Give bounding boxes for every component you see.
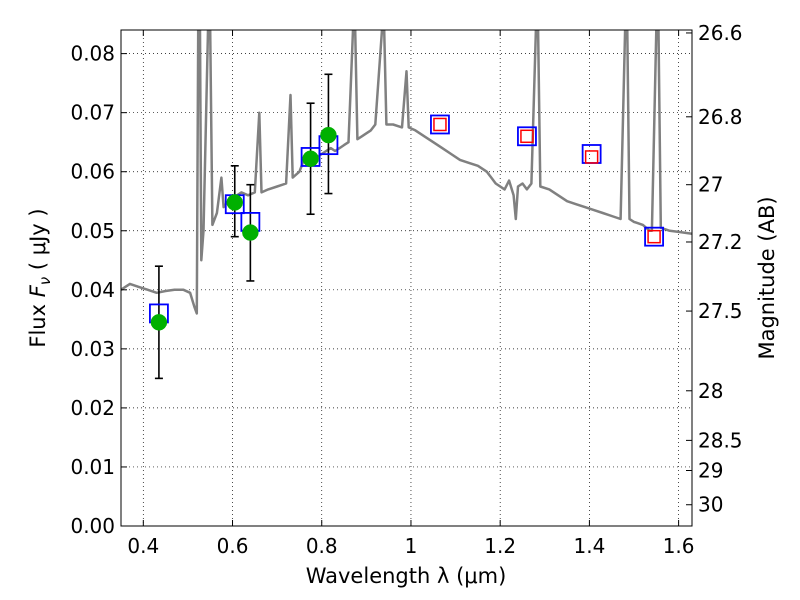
y-tick-label: 0.00 — [70, 514, 115, 538]
y-axis-label-units: ( μJy ) — [26, 208, 50, 276]
y-tick-label: 0.06 — [70, 160, 115, 184]
right-tick-label: 26.6 — [698, 21, 743, 45]
x-tick-label: 1.6 — [663, 534, 695, 558]
x-tick-label: 1.4 — [573, 534, 605, 558]
observed-point — [226, 194, 244, 211]
x-tick-label: 1.2 — [484, 534, 516, 558]
y-axis-label-symbol: F — [26, 284, 50, 297]
right-tick-label: 28.5 — [698, 428, 743, 452]
y-axis-label-prefix: Flux — [26, 297, 50, 347]
right-axis-label: Magnitude (AB) — [755, 196, 779, 359]
observed-point — [320, 126, 337, 144]
y-tick-label: 0.02 — [70, 396, 115, 420]
y-tick-label: 0.05 — [70, 219, 115, 243]
y-axis-label: Flux Fν ( μJy ) — [26, 208, 54, 347]
upper-limit-square — [520, 129, 534, 144]
y-tick-label: 0.03 — [70, 337, 115, 361]
x-tick-label: 0.4 — [127, 534, 159, 558]
x-tick-label: 1 — [405, 534, 418, 558]
y-tick-label: 0.08 — [70, 42, 115, 66]
y-axis-label-subscript: ν — [36, 277, 54, 285]
right-tick-label: 29 — [698, 458, 723, 482]
right-tick-label: 28 — [698, 379, 723, 403]
observed-point — [242, 224, 259, 241]
observed-point — [302, 150, 319, 167]
observed-point — [150, 314, 168, 331]
y-tick-label: 0.07 — [70, 101, 115, 125]
x-axis-label: Wavelength λ (μm) — [306, 564, 507, 588]
clipped-series — [121, 30, 692, 380]
model-spectrum-line — [121, 30, 692, 315]
right-tick-label: 30 — [698, 493, 723, 517]
model-photometry-square — [517, 126, 537, 147]
grid-lines — [121, 30, 692, 526]
right-tick-label: 27.5 — [698, 299, 743, 323]
x-tick-label: 0.6 — [217, 534, 249, 558]
x-tick-label: 0.8 — [306, 534, 338, 558]
model-photometry-square — [430, 114, 450, 135]
upper-limit-square — [647, 229, 661, 244]
plot-background — [121, 30, 692, 526]
right-tick-label: 27 — [698, 173, 723, 197]
upper-limit-square — [584, 150, 599, 164]
y-tick-label: 0.01 — [70, 455, 115, 479]
data-series — [121, 30, 692, 380]
model-photometry-square — [644, 226, 664, 247]
right-tick-label: 27.2 — [698, 230, 743, 254]
axis-ticks: 0.4 0.6 0.8 1 1.2 1.4 1.6 0.00 0.01 0.02 0.03 0.04 0… — [70, 21, 742, 558]
plot-frame — [120, 29, 693, 527]
right-tick-label: 26.8 — [698, 105, 743, 129]
y-tick-label: 0.04 — [70, 278, 115, 302]
upper-limit-square — [433, 117, 447, 132]
